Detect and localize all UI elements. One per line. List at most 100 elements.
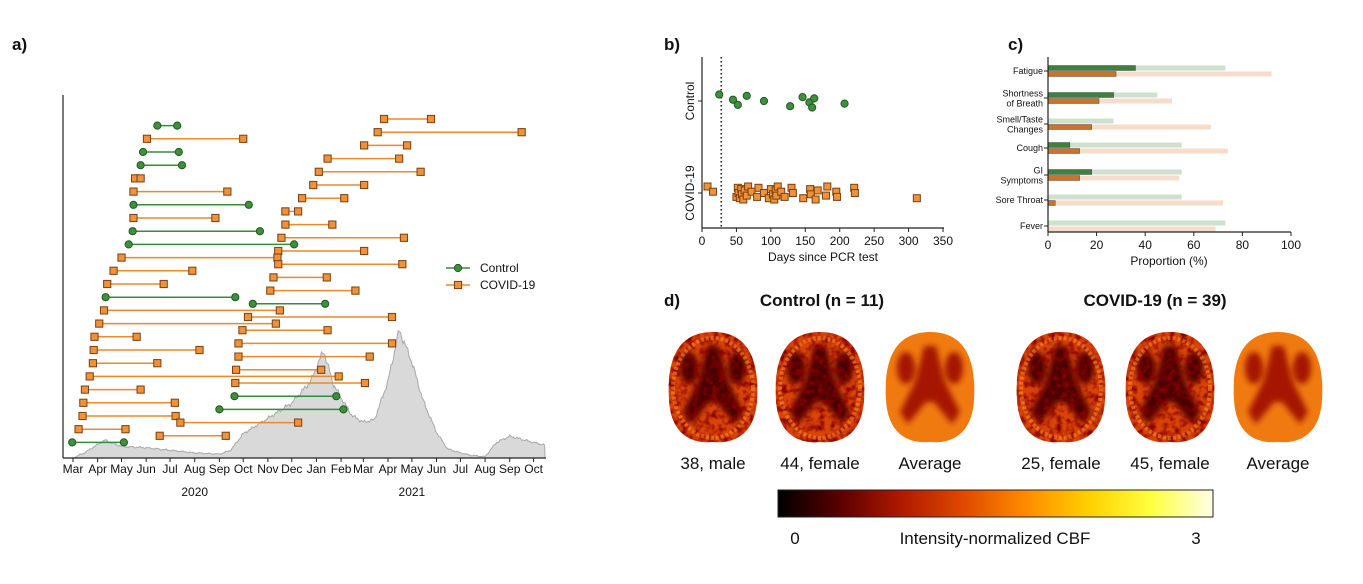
covid-marker [103,279,112,289]
year-label: 2021 [399,485,426,499]
participant-row [309,180,369,190]
covid-marker [274,260,283,269]
bar-covid-19-persistent [1047,98,1100,104]
covid-marker [79,398,88,407]
participant-row [74,425,130,434]
covid-marker [373,128,382,137]
participant-row [234,339,397,348]
control-marker [68,438,77,447]
cbf-noise-texture [668,332,758,443]
control-point [786,102,795,111]
participant-row [136,161,187,170]
panel-a-timeline: a) Mar Apr May Jun Jul Aug Sep Oct Nov Dec Jan Feb M… [12,35,546,499]
participant-row [109,266,197,275]
participant-row [243,312,397,322]
participant-row [129,200,253,209]
participant-row [231,365,326,374]
covid-marker [136,174,145,183]
x-tick-label: Mar [353,462,374,476]
covid-marker [416,167,425,176]
covid-marker [334,372,343,381]
control-marker [244,200,253,209]
brain-cbf-map [885,332,975,443]
image-label: 45, female [1130,454,1209,473]
covid-marker [117,253,126,262]
x-tick-label: Oct [524,462,543,476]
x-tick-label: Sep [209,462,231,476]
bar-control-overall [1048,220,1226,226]
covid-marker [360,246,369,256]
control-point [810,94,819,103]
y-tick-label: Sore Throat [996,195,1044,205]
x-tick-label: 250 [864,234,884,248]
white-matter-left [1245,352,1263,384]
participant-row [323,154,404,163]
brain-slice [1125,332,1215,443]
covid-marker [80,385,90,394]
covid-marker [328,220,337,229]
participant-row [85,372,343,381]
covid-marker [271,319,280,328]
bar-control-persistent [1047,92,1114,98]
participant-row [89,345,204,355]
covid-marker [399,233,409,242]
bar-control-persistent [1047,142,1071,148]
covid-marker [234,339,243,348]
y-tick-label: Smell/Taste Changes [996,115,1043,135]
covid-marker [142,134,152,143]
participant-row [128,227,265,236]
panel-b-scatter: b) 0 50 100 150 200 250 300 350 Days since PCR t… [664,35,953,264]
participant-row [277,233,409,242]
covid-marker [281,207,290,216]
y-tick-label: GI Symptoms [1000,166,1043,186]
bar-control-overall [1048,118,1114,124]
image-label: Average [898,454,961,473]
colorbar-max-label: 3 [1191,529,1200,548]
y-tick-label: Fatigue [1013,66,1043,76]
participant-row [79,398,179,407]
covid-point [912,194,921,203]
control-point [733,100,742,110]
x-tick-label: Aug [184,462,205,476]
x-tick-label: 100 [761,234,781,248]
control-marker [124,240,133,249]
brain-slice [1233,332,1323,443]
covid-marker [294,418,303,427]
participant-row [360,141,412,150]
covid-marker [322,273,331,282]
x-tick-label: Feb [331,462,352,476]
covid-marker [129,213,138,223]
control-marker [174,147,183,157]
control-marker [321,299,330,308]
bar-control-persistent [1047,169,1092,175]
x-tick-label: 100 [1281,238,1301,252]
bar-covid-19-overall [1048,200,1223,206]
white-matter-region [1245,346,1311,424]
covid-marker [426,114,436,124]
covid-marker [351,286,360,295]
covid-marker [239,134,248,143]
colorbar-min-label: 0 [790,529,799,548]
covid-marker [238,326,247,335]
control-marker [173,121,182,130]
legend-label: Control [480,261,519,275]
participant-row [124,240,299,249]
control-marker [255,227,265,236]
x-tick-label: 150 [795,234,815,248]
covid-marker [294,207,303,216]
covid-marker [132,332,141,341]
covid-marker [317,365,326,374]
x-axis-title: Proportion (%) [1130,254,1207,268]
covid-point [813,186,822,195]
colorbar-title: Intensity-normalized CBF [900,529,1091,548]
covid-point [753,192,762,201]
covid-marker [90,332,99,341]
group-title: Control (n = 11) [760,291,884,310]
white-matter-left [897,352,915,384]
x-tick-label: Apr [88,462,107,476]
covid-marker [395,154,404,163]
legend-covid-marker [453,280,463,290]
y-tick-label: Shortness of Breath [1002,89,1043,109]
participant-row [155,431,230,440]
